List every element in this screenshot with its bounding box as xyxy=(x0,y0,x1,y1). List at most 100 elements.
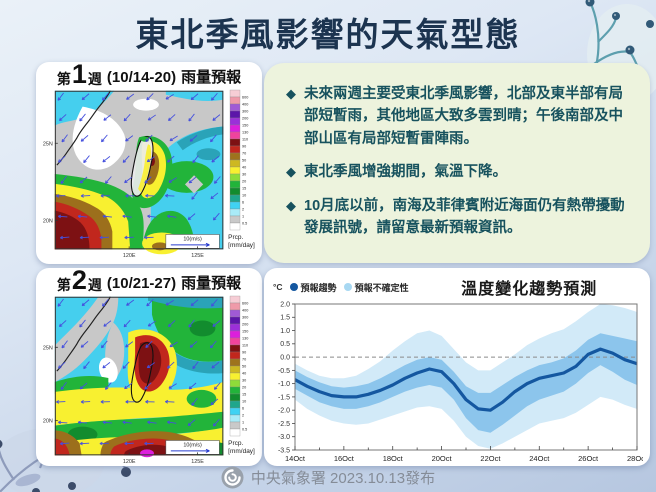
svg-text:40: 40 xyxy=(242,372,246,376)
svg-text:400: 400 xyxy=(242,309,248,313)
svg-text:20: 20 xyxy=(242,180,246,184)
week-number: 1 xyxy=(71,59,87,90)
svg-text:90: 90 xyxy=(242,145,246,149)
svg-text:2: 2 xyxy=(242,208,244,212)
wind-reference-box: 10(m/s) xyxy=(165,440,220,455)
bullet-item: ◆ 10月底以前，南海及菲律賓附近海面仍有熱帶擾動發展訊號，請留意最新預報資訊。 xyxy=(286,195,626,240)
svg-text:1.0: 1.0 xyxy=(280,328,290,335)
svg-text:2: 2 xyxy=(242,414,244,418)
svg-text:0.5: 0.5 xyxy=(242,222,247,226)
svg-text:0.5: 0.5 xyxy=(280,341,290,348)
rainfall-map-week1: 10(m/s) 25N 20N 120E 125E xyxy=(43,90,224,259)
lat-tick: 20N xyxy=(43,419,53,425)
precipitation-colorbar: 600 400 300 200 150 130 110 90 70 50 40 30 20 15 10 6 2 1… xyxy=(229,89,248,231)
chart-header: °C 預報趨勢 預報不確定性 溫度變化趨勢預測 xyxy=(269,273,645,299)
svg-text:24Oct: 24Oct xyxy=(529,454,550,463)
svg-text:6: 6 xyxy=(242,201,244,205)
diamond-bullet-icon: ◆ xyxy=(286,197,296,213)
svg-text:20: 20 xyxy=(242,386,246,390)
svg-text:-3.0: -3.0 xyxy=(278,434,290,441)
footer: 中央氣象署 2023.10.13發布 xyxy=(0,466,656,489)
svg-text:130: 130 xyxy=(242,337,248,341)
svg-text:-1.0: -1.0 xyxy=(278,381,290,388)
lat-tick: 25N xyxy=(43,345,53,351)
svg-text:16Oct: 16Oct xyxy=(334,454,355,463)
svg-text:14Oct: 14Oct xyxy=(285,454,306,463)
svg-text:2.0: 2.0 xyxy=(280,301,290,308)
week-number: 2 xyxy=(71,265,87,296)
lat-tick: 20N xyxy=(43,219,53,225)
svg-text:300: 300 xyxy=(242,316,248,320)
svg-text:-2.5: -2.5 xyxy=(278,421,290,428)
svg-text:20Oct: 20Oct xyxy=(432,454,453,463)
uncertainty-legend-dot-icon xyxy=(343,283,352,291)
svg-text:-3.5: -3.5 xyxy=(278,447,290,454)
lon-tick: 120E xyxy=(123,459,136,465)
svg-text:-0.5: -0.5 xyxy=(278,368,290,375)
map-type: 雨量預報 xyxy=(181,69,242,87)
svg-text:15: 15 xyxy=(242,393,246,397)
svg-text:26Oct: 26Oct xyxy=(578,454,599,463)
y-axis-unit: °C xyxy=(273,282,283,292)
forecast-summary-box: ◆ 未來兩週主要受東北季風影響，北部及東半部有局部短暫雨，其他地區大致多雲到晴；… xyxy=(264,63,650,263)
bullet-text: 未來兩週主要受東北季風影響，北部及東半部有局部短暫雨，其他地區大致多雲到晴；午後… xyxy=(304,86,623,147)
colorbar-caption: Prcp. [mm/day] xyxy=(228,440,255,455)
chart-title: 溫度變化趨勢預測 xyxy=(461,281,598,298)
svg-text:0.5: 0.5 xyxy=(242,428,247,432)
svg-text:50: 50 xyxy=(242,159,246,163)
colorbar-caption: Prcp. [mm/day] xyxy=(228,234,255,249)
svg-text:30: 30 xyxy=(242,379,246,383)
bullet-text: 東北季風增強期間，氣溫下降。 xyxy=(304,164,507,181)
svg-text:40: 40 xyxy=(242,166,246,170)
svg-text:22Oct: 22Oct xyxy=(480,454,501,463)
bullet-item: ◆ 東北季風增強期間，氣溫下降。 xyxy=(286,161,626,183)
svg-text:1.5: 1.5 xyxy=(280,315,290,322)
svg-text:150: 150 xyxy=(242,330,248,334)
svg-text:70: 70 xyxy=(242,358,246,362)
lon-tick: 125E xyxy=(191,459,204,465)
svg-text:6: 6 xyxy=(242,407,244,411)
svg-text:10(m/s): 10(m/s) xyxy=(183,442,202,448)
date-range: (10/21-27) xyxy=(106,275,177,293)
lon-tick: 120E xyxy=(123,253,136,259)
svg-text:600: 600 xyxy=(242,96,248,100)
lon-tick: 125E xyxy=(191,253,204,259)
date-range: (10/14-20) xyxy=(106,69,177,87)
svg-text:28Oct: 28Oct xyxy=(627,454,643,463)
svg-text:110: 110 xyxy=(242,344,248,348)
svg-text:0.0: 0.0 xyxy=(280,354,290,361)
svg-text:50: 50 xyxy=(242,365,246,369)
lat-tick: 25N xyxy=(43,141,53,147)
svg-text:10(m/s): 10(m/s) xyxy=(183,236,202,242)
legend-trend: 預報趨勢 xyxy=(289,281,337,294)
wind-arrows xyxy=(56,298,221,446)
svg-text:-2.0: -2.0 xyxy=(278,408,290,415)
diamond-bullet-icon: ◆ xyxy=(286,164,296,180)
svg-text:130: 130 xyxy=(242,131,248,135)
svg-text:200: 200 xyxy=(242,117,248,121)
svg-text:10: 10 xyxy=(242,400,246,404)
bullet-text: 10月底以前，南海及菲律賓附近海面仍有熱帶擾動發展訊號，請留意最新預報資訊。 xyxy=(304,197,625,237)
temperature-trend-chart-card: °C 預報趨勢 預報不確定性 溫度變化趨勢預測 2.0 1.5 1.0 0.5 0.0 -… xyxy=(264,268,650,466)
svg-text:150: 150 xyxy=(242,124,248,128)
svg-text:400: 400 xyxy=(242,103,248,107)
svg-text:200: 200 xyxy=(242,323,248,327)
svg-text:10: 10 xyxy=(242,194,246,198)
svg-text:110: 110 xyxy=(242,138,248,142)
svg-text:600: 600 xyxy=(242,302,248,306)
svg-text:15: 15 xyxy=(242,187,246,191)
temperature-trend-plot: 2.0 1.5 1.0 0.5 0.0 -0.5 -1.0 -1.5 -2.0 -2.5 -3.0 -… xyxy=(278,301,648,463)
svg-text:90: 90 xyxy=(242,351,246,355)
bullet-item: ◆ 未來兩週主要受東北季風影響，北部及東半部有局部短暫雨，其他地區大致多雲到晴；… xyxy=(286,83,626,150)
svg-text:300: 300 xyxy=(242,110,248,114)
legend-uncertainty: 預報不確定性 xyxy=(343,281,409,294)
page-title: 東北季風影響的天氣型態 xyxy=(135,16,521,53)
trend-legend-dot-icon xyxy=(289,283,298,291)
svg-text:18Oct: 18Oct xyxy=(383,454,404,463)
rainfall-map-week2: 10(m/s) 25N 20N 120E 125E xyxy=(43,296,224,465)
